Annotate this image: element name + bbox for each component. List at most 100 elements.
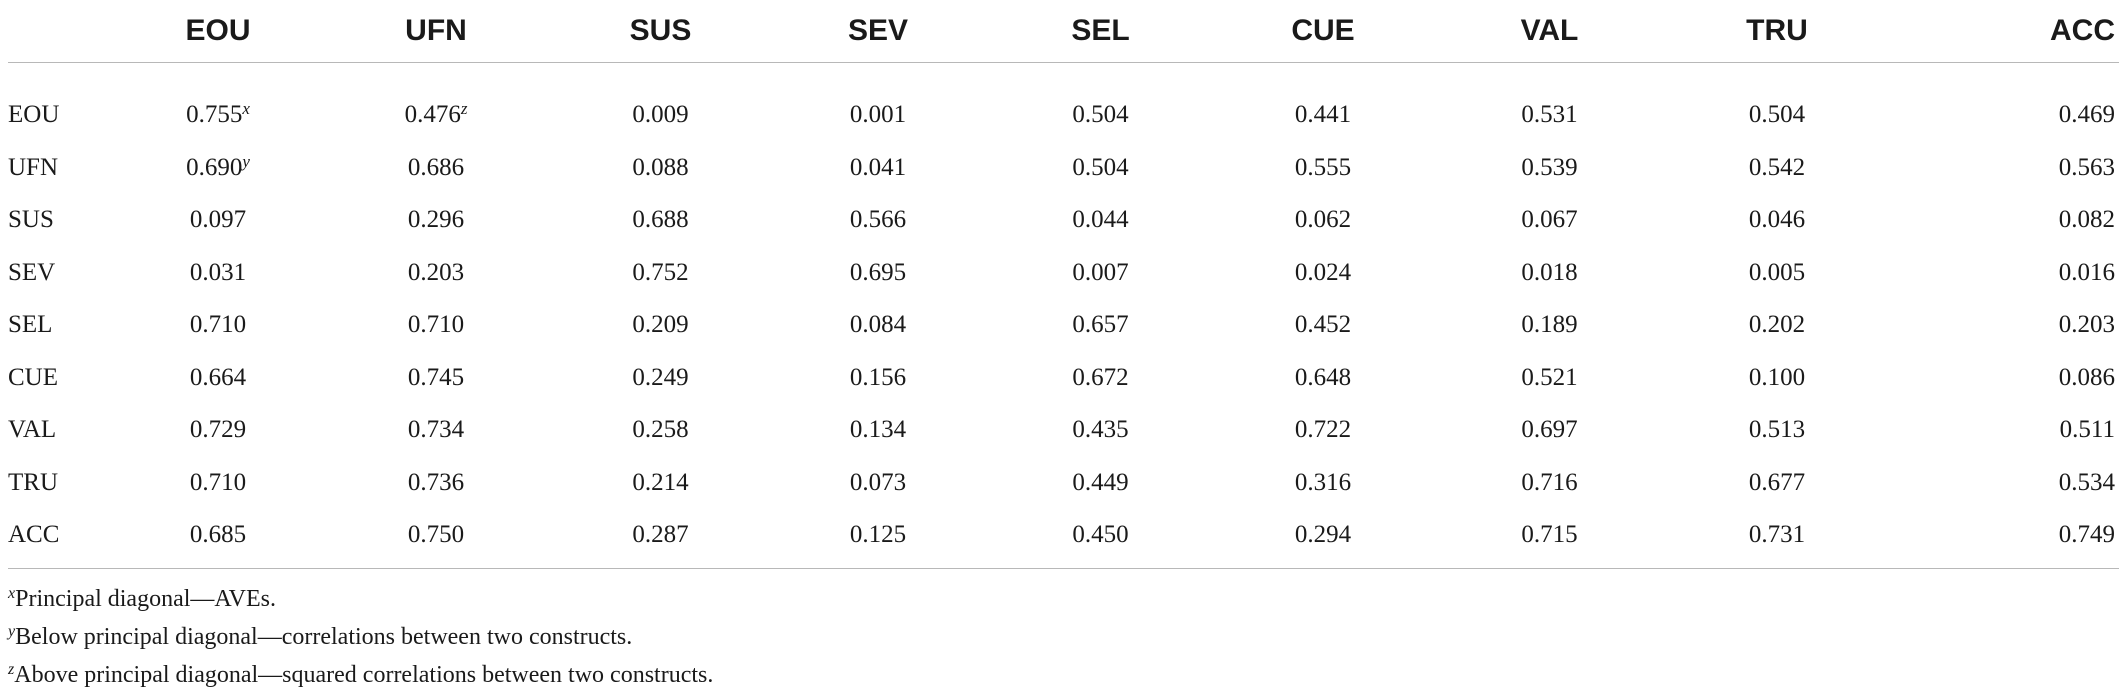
cell-value: 0.563	[2058, 153, 2115, 181]
cell-superscript: z	[460, 99, 468, 119]
footnote-text: Below principal diagonal—correlations be…	[15, 624, 633, 650]
table-cell: 0.672	[989, 352, 1212, 405]
cell-value: 0.686	[407, 153, 465, 181]
table-cell: 0.710	[318, 299, 554, 352]
cell-value: 0.664	[189, 363, 247, 391]
table-cell: 0.734	[318, 404, 554, 457]
cell-value: 0.009	[632, 101, 689, 129]
table-cell: 0.521	[1434, 352, 1665, 405]
table-cell: 0.016	[1889, 247, 2119, 300]
footnote: zAbove principal diagonal—squared correl…	[8, 656, 713, 694]
table-cell: 0.745	[318, 352, 554, 405]
table-cell: 0.542	[1665, 142, 1889, 195]
cell-value: 0.097	[189, 206, 247, 234]
table-cell: 0.316	[1212, 457, 1434, 510]
cell-value: 0.555	[1294, 153, 1352, 181]
table-cell: 0.258	[554, 404, 767, 457]
cell-value: 0.710	[189, 311, 247, 339]
cell-value: 0.067	[1521, 206, 1578, 234]
cell-value: 0.504	[1748, 101, 1806, 129]
row-label: SEV	[8, 258, 56, 286]
cell-value: 0.156	[849, 363, 907, 391]
cell-value: 0.441	[1294, 101, 1352, 129]
cell-value: 0.452	[1294, 311, 1352, 339]
table-cell: 0.697	[1434, 404, 1665, 457]
table-cell: 0.001	[767, 63, 989, 142]
table-cell: 0.018	[1434, 247, 1665, 300]
cell-value: 0.542	[1748, 153, 1806, 181]
cell-value: 0.125	[849, 521, 907, 549]
cell-value: 0.722	[1294, 416, 1352, 444]
cell-value: 0.690	[186, 153, 243, 181]
cell-value: 0.203	[407, 258, 465, 286]
table-cell: 0.441	[1212, 63, 1434, 142]
table-cell: 0.097	[118, 194, 318, 247]
cell-value: 0.695	[849, 258, 907, 286]
cell-value: 0.294	[1294, 521, 1352, 549]
row-label: SEL	[8, 311, 53, 339]
footnote: yBelow principal diagonal—correlations b…	[8, 618, 713, 656]
cell-value: 0.685	[189, 521, 247, 549]
row-label: TRU	[8, 468, 58, 496]
cell-value: 0.316	[1294, 468, 1352, 496]
cell-value: 0.296	[407, 206, 465, 234]
cell-value: 0.435	[1072, 416, 1129, 444]
cell-value: 0.258	[632, 416, 689, 444]
cell-value: 0.534	[2058, 468, 2115, 496]
table-cell: 0.504	[1665, 63, 1889, 142]
cell-value: 0.044	[1072, 206, 1129, 234]
table-cell: 0.715	[1434, 509, 1665, 570]
row-label: SUS	[8, 206, 54, 234]
table-cell: 0.203	[318, 247, 554, 300]
table-cell: 0.531	[1434, 63, 1665, 142]
table-cell: 0.469	[1889, 63, 2119, 142]
cell-value: 0.073	[849, 468, 907, 496]
table-cell: 0.504	[989, 63, 1212, 142]
table-cell: 0.657	[989, 299, 1212, 352]
cell-value: 0.736	[407, 468, 465, 496]
cell-value: 0.734	[407, 416, 465, 444]
table-footnotes: xPrincipal diagonal—AVEs. yBelow principa…	[8, 580, 713, 694]
cell-superscript: y	[242, 151, 250, 171]
table-cell: 0.202	[1665, 299, 1889, 352]
table-row: VAL 0.729 0.734 0.258 0.134 0.435 0.722 0.697 0.…	[8, 404, 2119, 457]
row-label: ACC	[8, 521, 60, 549]
table-row: SUS 0.097 0.296 0.688 0.566 0.044 0.062 0.067 0.…	[8, 194, 2119, 247]
table-cell: 0.710	[118, 457, 318, 510]
cell-value: 0.041	[849, 153, 907, 181]
cell-value: 0.062	[1294, 206, 1352, 234]
cell-value: 0.566	[849, 206, 907, 234]
cell-value: 0.450	[1072, 521, 1129, 549]
table-cell: 0.677	[1665, 457, 1889, 510]
table-cell: 0.695	[767, 247, 989, 300]
cell-value: 0.005	[1748, 258, 1806, 286]
table-cell: 0.044	[989, 194, 1212, 247]
cell-value: 0.755	[186, 101, 243, 129]
cell-value: 0.513	[1748, 416, 1806, 444]
table-cell: 0.084	[767, 299, 989, 352]
cell-value: 0.086	[2058, 363, 2115, 391]
table-cell: 0.476z	[318, 63, 554, 142]
table-cell: 0.249	[554, 352, 767, 405]
correlation-table: EOU UFN SUS SEV SEL CUE VAL TRU ACC EOU 0.755x 0.4…	[8, 0, 2119, 570]
cell-value: 0.745	[407, 363, 465, 391]
footnote-marker: x	[8, 585, 16, 602]
cell-value: 0.287	[632, 521, 689, 549]
table-row: CUE 0.664 0.745 0.249 0.156 0.672 0.648 0.521 0.…	[8, 352, 2119, 405]
table-cell: 0.729	[118, 404, 318, 457]
cell-value: 0.697	[1521, 416, 1578, 444]
table-cell: 0.296	[318, 194, 554, 247]
cell-value: 0.672	[1072, 363, 1129, 391]
cell-value: 0.249	[632, 363, 689, 391]
footnote-text: Above principal diagonal—squared correla…	[14, 662, 714, 688]
cell-value: 0.729	[189, 416, 247, 444]
cell-value: 0.018	[1521, 258, 1578, 286]
column-header-ufn: UFN	[318, 0, 554, 63]
cell-value: 0.710	[407, 311, 465, 339]
table-cell: 0.287	[554, 509, 767, 570]
table-cell: 0.534	[1889, 457, 2119, 510]
row-label: EOU	[8, 101, 60, 129]
table-cell: 0.125	[767, 509, 989, 570]
table-cell: 0.189	[1434, 299, 1665, 352]
table-row: ACC 0.685 0.750 0.287 0.125 0.450 0.294 0.715 0.…	[8, 509, 2119, 570]
